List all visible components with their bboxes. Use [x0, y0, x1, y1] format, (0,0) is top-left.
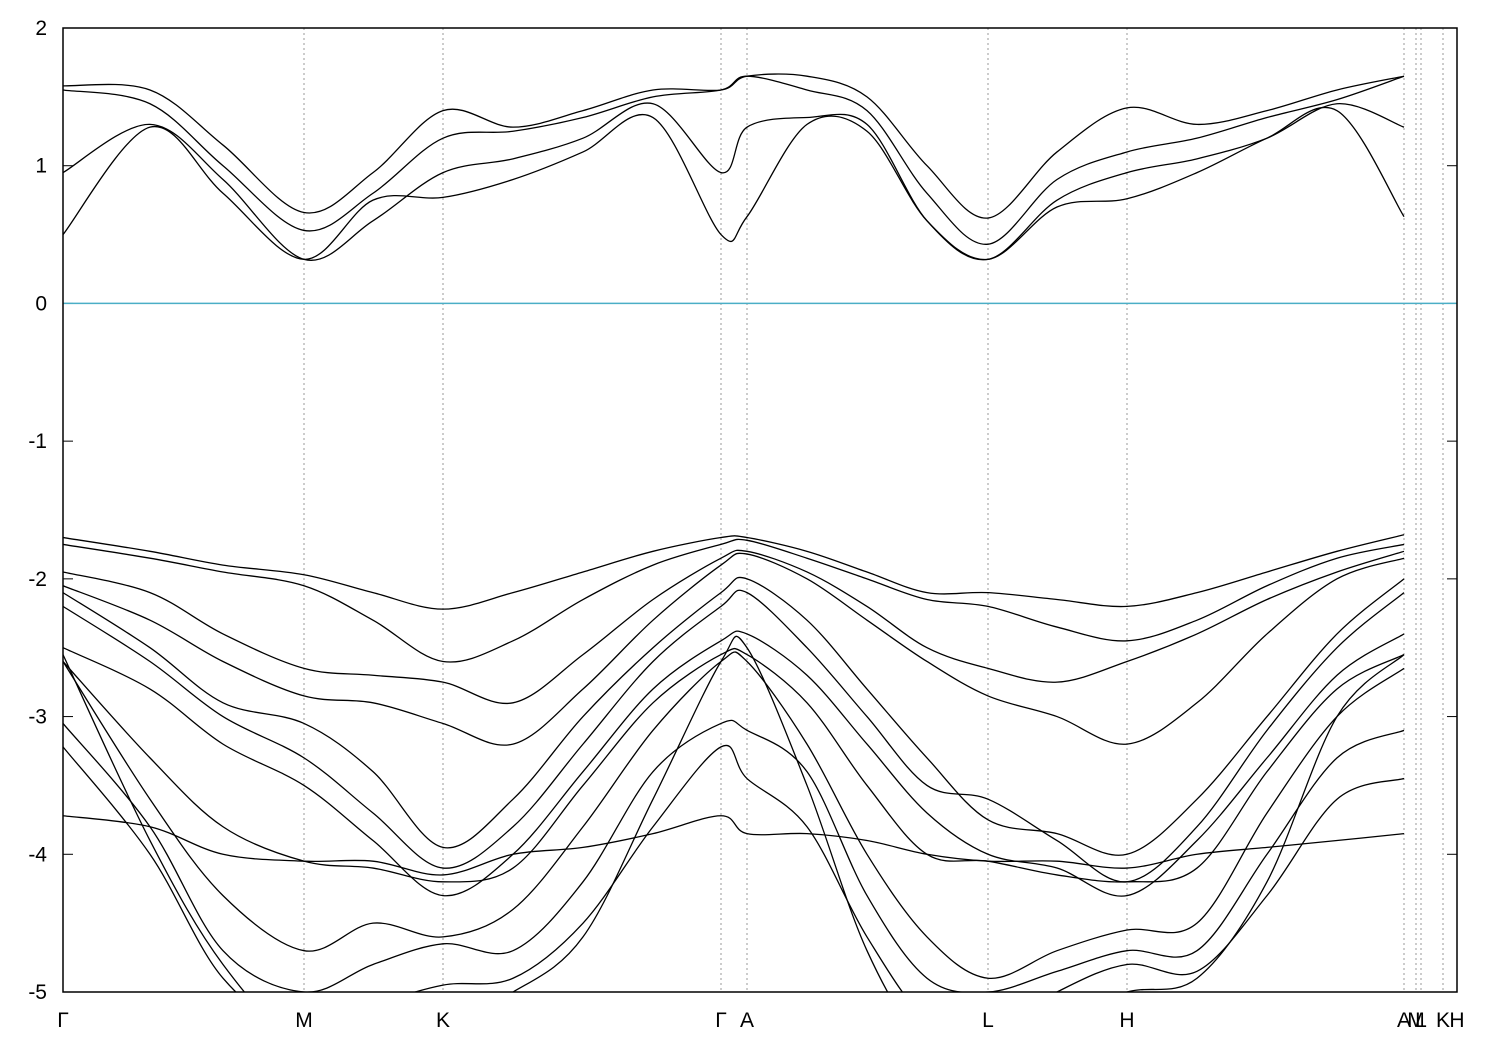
- y-tick-label: 2: [35, 17, 47, 40]
- band-line: [63, 552, 1405, 746]
- band-line: [63, 635, 1405, 992]
- band-line: [63, 576, 1405, 856]
- x-tick-label: L: [982, 1009, 994, 1032]
- x-tick-label: A: [740, 1009, 754, 1032]
- band-line: [63, 538, 1405, 663]
- grid: [63, 27, 1457, 993]
- y-tick-label: 1: [35, 155, 47, 178]
- y-tick-label: -2: [28, 568, 47, 591]
- x-tick-label: M: [295, 1009, 313, 1032]
- x-tick-label: K: [1436, 1009, 1450, 1032]
- x-tick-label: H: [1119, 1009, 1134, 1032]
- plot-area: [63, 73, 1457, 992]
- y-tick-label: -4: [28, 843, 47, 866]
- x-tick-label: M: [1407, 1009, 1425, 1032]
- band-line: [63, 549, 1405, 705]
- band-line: [63, 102, 1405, 261]
- band-line: [63, 719, 1405, 992]
- band-line: [63, 589, 1405, 883]
- band-line: [63, 815, 1405, 876]
- x-tick-label: H: [1449, 1009, 1464, 1032]
- x-tick-label: Γ: [715, 1009, 727, 1032]
- band-line: [63, 534, 1405, 610]
- y-tick-label: 0: [35, 292, 47, 315]
- x-tick-label: L: [1415, 1009, 1427, 1032]
- band-line: [63, 630, 1405, 897]
- band-line: [63, 106, 1405, 261]
- x-tick-label: K: [436, 1009, 450, 1032]
- y-tick-label: -5: [28, 981, 47, 1004]
- plot-frame: [62, 27, 1458, 993]
- x-tick-label: Γ: [57, 1009, 69, 1032]
- y-tick-label: -3: [28, 706, 47, 729]
- band-line: [63, 744, 1405, 992]
- band-line: [63, 73, 1405, 219]
- y-tick-label: -1: [28, 430, 47, 453]
- x-tick-label: A: [1397, 1009, 1411, 1032]
- band-line: [63, 651, 1405, 979]
